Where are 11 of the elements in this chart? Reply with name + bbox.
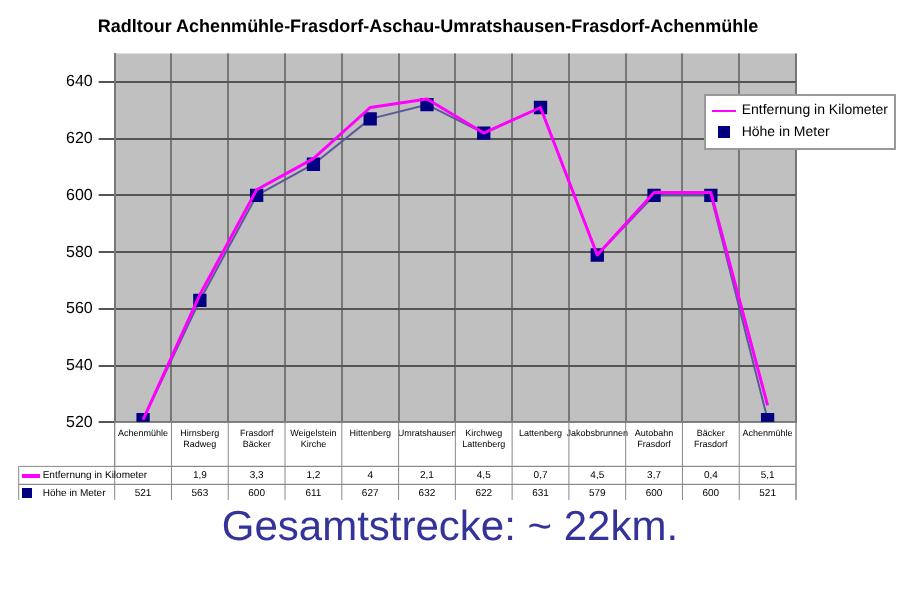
y-tick-label: 600: [65, 185, 94, 204]
chart-title: Radltour Achenmühle-Frasdorf-Aschau-Umratshausen-Frasdorf-Achenmühle: [97, 15, 759, 36]
point: [760, 412, 775, 423]
y-tick-label: 640: [65, 72, 94, 91]
text: Gesamtstrecke: ~ 22km.: [219, 504, 681, 552]
y-tick-label: 520: [65, 412, 94, 431]
y-tick-label: 580: [65, 242, 94, 261]
y-tick-label: 540: [65, 356, 94, 375]
y-tick-label: 620: [65, 129, 94, 148]
y-tick-label: 560: [65, 299, 94, 318]
point: [363, 112, 377, 126]
